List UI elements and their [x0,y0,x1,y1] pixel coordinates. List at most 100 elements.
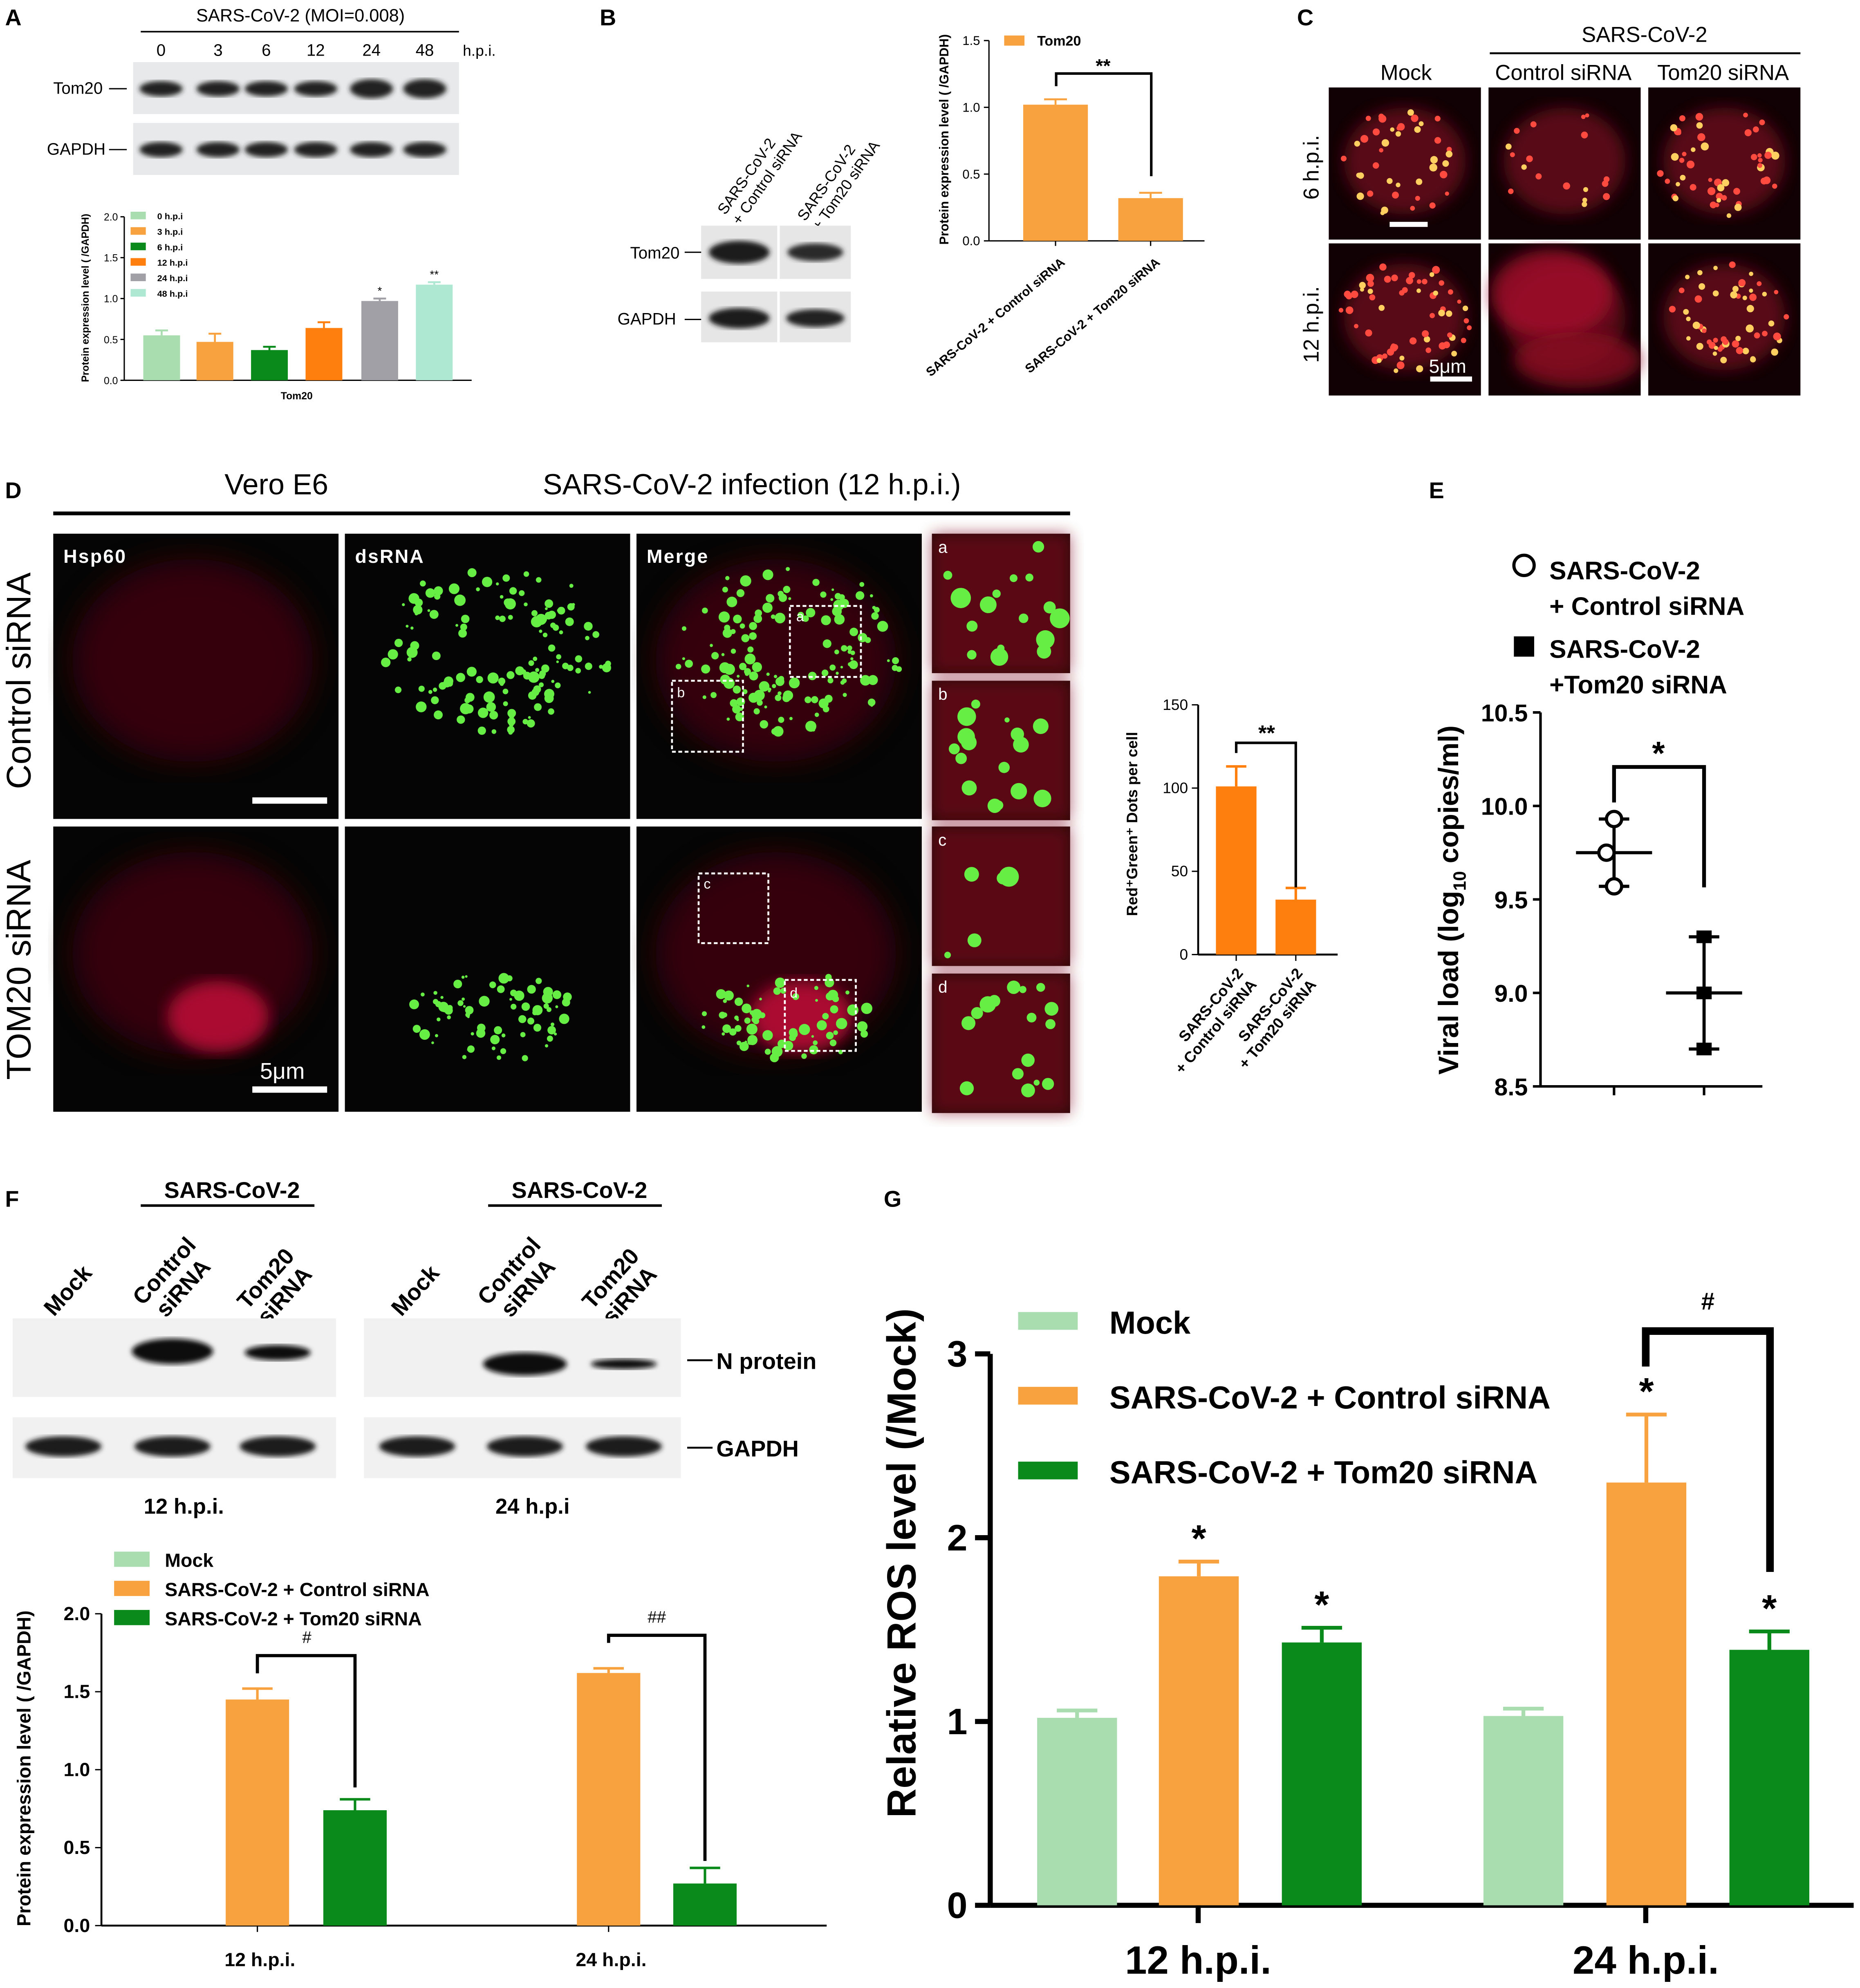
d-dot [402,603,405,607]
d-dot [778,676,784,682]
d-dot [821,669,829,676]
d-dot [556,660,559,663]
d-dot [458,629,467,638]
blot-label-gapdh-a: GAPDH [47,139,105,158]
d-dot [408,593,419,604]
a-legend-label-4: 24 h.p.i [157,273,188,283]
d-dot [744,653,756,665]
d-dot [859,582,865,587]
e-point [1696,1043,1712,1056]
d-inset-dot [967,650,977,660]
d-sig-bracket [1235,741,1297,888]
f-legend-label-2: SARS-CoV-2 + Tom20 siRNA [165,1608,422,1629]
legend-g: Mock SARS-CoV-2 + Control siRNA SARS-CoV-2… [1018,1305,1551,1490]
c-dot [1665,179,1670,184]
d-inset-label-2: c [938,831,946,849]
c-dot [1679,158,1685,163]
c-dot [1366,274,1374,282]
d-dot [433,611,438,616]
d-dot [808,672,817,681]
d-dot [494,1026,502,1034]
row-label-6hpi: 6 h.p.i. [1300,135,1324,199]
d-dot [681,626,687,631]
c-dot [1672,195,1678,201]
d-dot [534,703,542,711]
c-dot [1384,275,1391,283]
c-dot [1414,126,1421,133]
band-tom20-3 [294,81,338,96]
g-bar-0-0 [1037,1717,1117,1905]
d-dot [892,665,898,671]
d-dot [410,626,414,630]
blot-label-n: N protein [716,1348,816,1374]
d-dot [771,614,775,619]
c-dot [1410,206,1415,211]
d-inset-dot [1004,717,1010,723]
c-dot [1563,182,1570,190]
g-star-0-1: * [1191,1517,1206,1560]
chart-a-xlabel: Tom20 [281,391,313,402]
d-dot [388,649,398,660]
band-gapdh-f-1 [134,1436,211,1457]
band-tom20-5 [403,79,446,99]
d-inset-dot [964,867,979,882]
d-dot [821,615,831,625]
g-ytick-label: 3 [947,1334,967,1375]
d-dot [735,1025,742,1032]
d-dot [833,1030,838,1035]
d-dot [754,690,765,701]
c-dot [1448,289,1453,295]
c-dot [1411,114,1419,122]
d-inset-dot [1033,790,1051,808]
d-dot [407,657,412,662]
e-sig-bracket [1612,765,1706,888]
d-dot [723,678,735,689]
d-inset-dot [1007,981,1021,994]
d-dot [724,625,731,631]
d-dot [843,693,847,697]
d-dot [545,607,548,610]
band-gapdh-f-4 [487,1436,563,1457]
d-inset-dot [966,620,978,632]
d-dot [849,627,858,636]
panel-letter-c: C [1297,4,1313,30]
f-ytick-label: 0.0 [64,1915,90,1936]
d-inset-dot [992,589,1001,598]
d-dot [520,1032,526,1037]
c-dot [1416,279,1421,284]
d-dot [546,1007,551,1012]
d-dot [865,637,871,643]
band-gapdh-f-3 [379,1436,455,1457]
e-ytick-label: 10.5 [1481,700,1528,727]
d-dot [701,1011,707,1016]
time-label-24h: 24 h.p.i [495,1494,570,1518]
c-dot [1439,280,1444,286]
g-star-0-2: * [1314,1583,1329,1626]
d-dot [545,1044,549,1048]
d-dot [527,1017,535,1025]
blot-label-tom20-a: Tom20 [53,79,103,98]
blot-label-gapdh-b: GAPDH [617,309,676,328]
d-roi-label-a: a [796,609,804,625]
d-dot [500,595,504,599]
d-dot [467,568,477,578]
d-dot [827,990,838,1001]
d-dot [790,1030,798,1038]
d-dot [502,574,510,582]
d-inset-dot [971,1007,983,1019]
d-inset-dot [1043,601,1056,613]
g-xtick-label-0: 12 h.p.i. [1125,1939,1271,1982]
d-dot [467,1045,475,1053]
c-dot [1757,281,1762,287]
d-dot [497,985,505,993]
c-dot [1752,126,1759,133]
a-legend-label-0: 0 h.p.i [157,211,183,222]
d-dot [861,1003,873,1014]
c-dot [1697,133,1705,141]
d-dot [736,589,745,597]
d-dot [702,607,708,614]
hpi-label: h.p.i. [463,42,496,59]
c-dot [1682,152,1687,157]
scale-bar-c2 [1430,376,1472,382]
